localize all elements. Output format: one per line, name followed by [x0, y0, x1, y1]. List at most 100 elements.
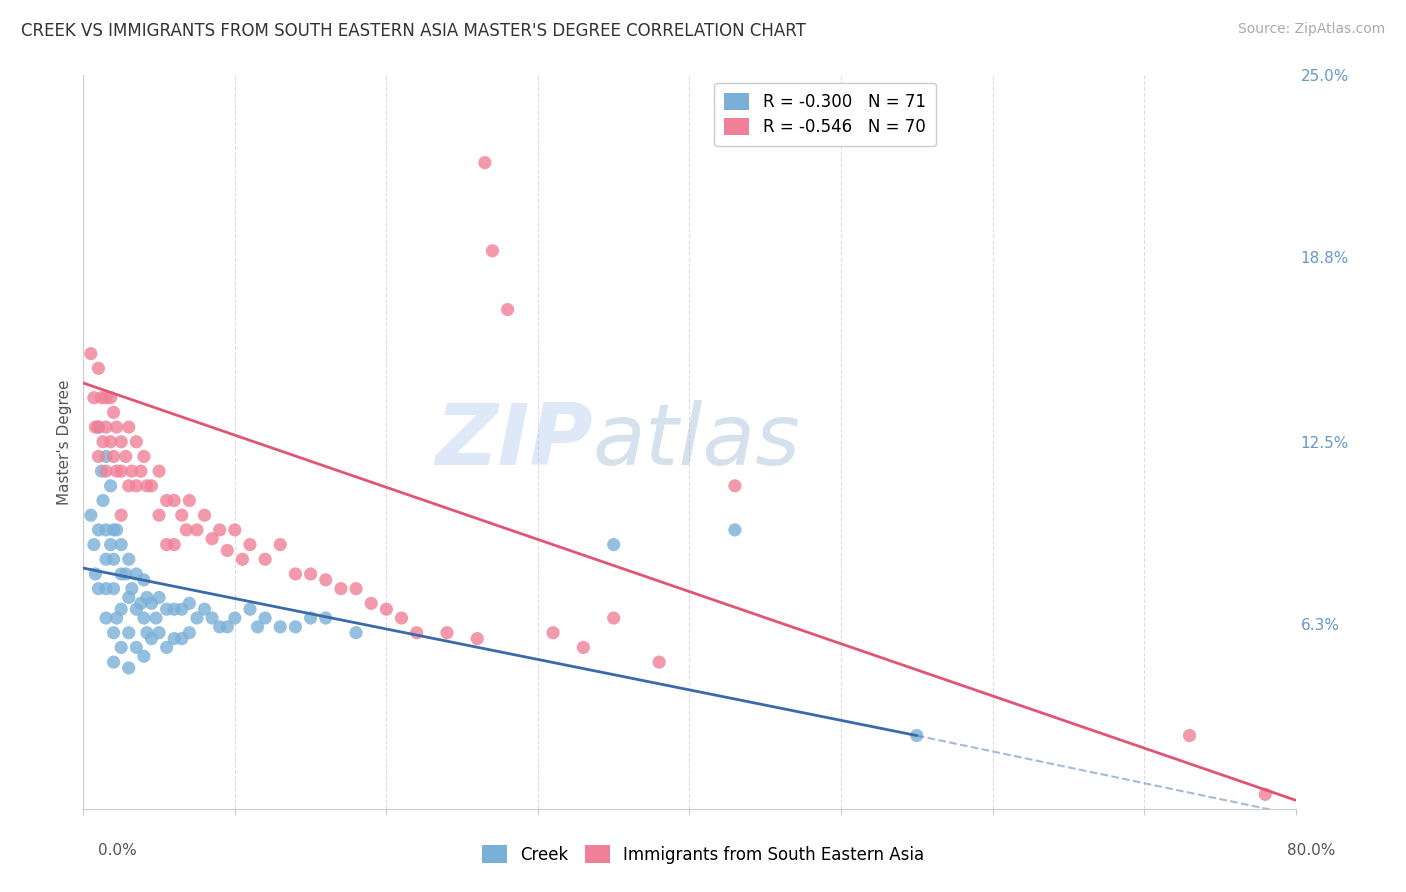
- Point: [83, 538, 105, 552]
- Point: [391, 611, 413, 625]
- Point: [156, 602, 179, 616]
- Point: [724, 479, 747, 493]
- Point: [284, 566, 307, 581]
- Point: [170, 508, 193, 523]
- Point: [110, 538, 132, 552]
- Point: [110, 508, 132, 523]
- Point: [405, 625, 427, 640]
- Point: [541, 625, 564, 640]
- Point: [132, 573, 155, 587]
- Point: [474, 155, 496, 169]
- Y-axis label: Master's Degree: Master's Degree: [58, 379, 72, 505]
- Point: [118, 552, 141, 566]
- Point: [269, 538, 291, 552]
- Point: [254, 552, 277, 566]
- Point: [170, 632, 193, 646]
- Point: [136, 591, 159, 605]
- Point: [179, 625, 201, 640]
- Point: [110, 640, 132, 655]
- Point: [90, 391, 112, 405]
- Point: [110, 434, 132, 449]
- Point: [217, 543, 239, 558]
- Point: [110, 464, 132, 478]
- Point: [125, 434, 148, 449]
- Legend: R = -0.300   N = 71, R = -0.546   N = 70: R = -0.300 N = 71, R = -0.546 N = 70: [714, 83, 935, 146]
- Point: [148, 508, 170, 523]
- Point: [87, 420, 110, 434]
- Point: [163, 493, 186, 508]
- Point: [156, 493, 179, 508]
- Point: [602, 538, 624, 552]
- Point: [170, 602, 193, 616]
- Point: [156, 640, 179, 655]
- Point: [436, 625, 458, 640]
- Point: [724, 523, 747, 537]
- Point: [299, 611, 322, 625]
- Point: [186, 523, 208, 537]
- Point: [94, 611, 117, 625]
- Text: Source: ZipAtlas.com: Source: ZipAtlas.com: [1237, 22, 1385, 37]
- Point: [114, 450, 136, 464]
- Point: [141, 479, 163, 493]
- Point: [118, 625, 141, 640]
- Point: [110, 602, 132, 616]
- Point: [141, 596, 163, 610]
- Point: [136, 479, 159, 493]
- Point: [94, 582, 117, 596]
- Point: [360, 596, 382, 610]
- Point: [80, 346, 103, 360]
- Point: [141, 632, 163, 646]
- Point: [239, 538, 262, 552]
- Point: [344, 625, 367, 640]
- Point: [163, 632, 186, 646]
- Text: 0.0%: 0.0%: [98, 843, 138, 858]
- Point: [87, 420, 110, 434]
- Point: [121, 582, 143, 596]
- Point: [176, 523, 198, 537]
- Point: [201, 611, 224, 625]
- Point: [224, 611, 246, 625]
- Point: [163, 602, 186, 616]
- Point: [100, 391, 122, 405]
- Point: [125, 640, 148, 655]
- Point: [103, 582, 125, 596]
- Point: [481, 244, 503, 258]
- Point: [125, 602, 148, 616]
- Point: [193, 602, 215, 616]
- Point: [254, 611, 277, 625]
- Point: [602, 611, 624, 625]
- Point: [344, 582, 367, 596]
- Point: [94, 552, 117, 566]
- Point: [105, 611, 128, 625]
- Point: [136, 625, 159, 640]
- Point: [179, 596, 201, 610]
- Point: [315, 611, 337, 625]
- Point: [84, 566, 107, 581]
- Point: [163, 538, 186, 552]
- Point: [94, 420, 117, 434]
- Point: [132, 450, 155, 464]
- Point: [118, 479, 141, 493]
- Text: ZIP: ZIP: [434, 401, 592, 483]
- Point: [148, 464, 170, 478]
- Point: [125, 479, 148, 493]
- Point: [1178, 729, 1201, 743]
- Point: [118, 591, 141, 605]
- Point: [94, 391, 117, 405]
- Point: [208, 620, 231, 634]
- Point: [129, 596, 152, 610]
- Point: [91, 493, 114, 508]
- Point: [103, 625, 125, 640]
- Point: [231, 552, 253, 566]
- Point: [100, 434, 122, 449]
- Point: [208, 523, 231, 537]
- Text: 80.0%: 80.0%: [1288, 843, 1336, 858]
- Point: [217, 620, 239, 634]
- Point: [224, 523, 246, 537]
- Point: [465, 632, 488, 646]
- Point: [193, 508, 215, 523]
- Point: [87, 523, 110, 537]
- Point: [87, 582, 110, 596]
- Point: [100, 479, 122, 493]
- Point: [148, 625, 170, 640]
